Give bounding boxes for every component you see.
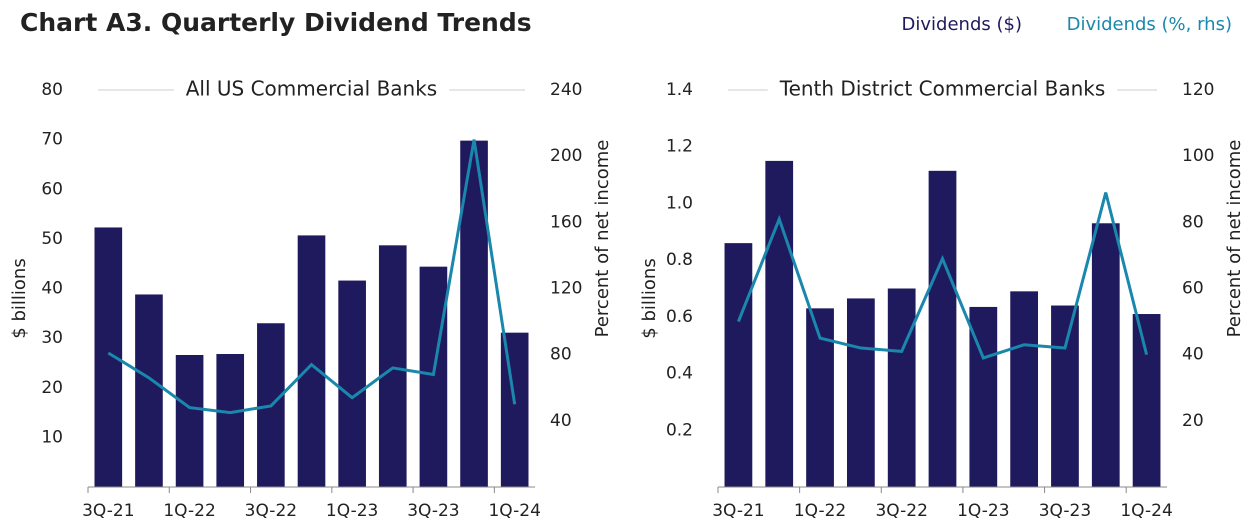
y2-tick-label: 40	[1182, 345, 1204, 365]
bar	[928, 170, 957, 487]
bar	[338, 280, 366, 487]
x-tick-label: 1Q-22	[794, 501, 846, 521]
bar	[1051, 305, 1079, 487]
x-tick-label: 3Q-21	[82, 501, 134, 521]
x-tick-label: 1Q-24	[1120, 501, 1172, 521]
y-tick-label: 0.2	[666, 420, 693, 440]
bar	[216, 354, 245, 487]
bar	[135, 294, 163, 487]
y-tick-label: 40	[41, 279, 63, 299]
y-axis-title: $ billions	[9, 258, 30, 338]
y2-axis-title: Percent of net income	[1224, 140, 1243, 338]
bar	[1091, 223, 1120, 487]
bar	[1132, 314, 1161, 487]
y2-axis-title: Percent of net income	[592, 140, 613, 338]
y-tick-label: 20	[41, 378, 63, 398]
y-axis-title: $ billions	[639, 258, 660, 338]
x-tick-label: 1Q-23	[326, 501, 378, 521]
y2-tick-label: 200	[550, 146, 582, 166]
x-tick-label: 3Q-21	[712, 501, 764, 521]
x-tick-label: 3Q-23	[407, 501, 459, 521]
y2-tick-label: 160	[550, 212, 582, 232]
bar	[297, 235, 326, 487]
x-tick-label: 3Q-22	[875, 501, 927, 521]
legend-entry: Dividends (%, rhs)	[1067, 14, 1232, 35]
x-tick-label: 1Q-23	[957, 501, 1009, 521]
y2-tick-label: 60	[1182, 279, 1204, 299]
y-tick-label: 1.2	[666, 137, 693, 157]
y2-tick-label: 80	[550, 345, 572, 365]
y2-tick-label: 40	[550, 411, 572, 431]
bar	[175, 354, 204, 487]
y-tick-label: 1.4	[666, 80, 693, 100]
page-title: Chart A3. Quarterly Dividend Trends	[20, 8, 532, 37]
x-tick-label: 3Q-23	[1039, 501, 1091, 521]
line	[107, 139, 517, 415]
x-tick-label: 1Q-24	[488, 501, 540, 521]
y-tick-label: 50	[41, 229, 63, 249]
y-tick-label: 60	[41, 179, 63, 199]
bar	[500, 332, 529, 487]
bar	[765, 160, 794, 487]
y-tick-label: 0.6	[666, 307, 693, 327]
bar	[846, 298, 875, 487]
chart-title: All US Commercial Banks	[186, 77, 437, 101]
y2-tick-label: 120	[1182, 80, 1214, 100]
legend-entry: Dividends ($)	[902, 14, 1022, 35]
y2-tick-label: 100	[1182, 146, 1214, 166]
y2-tick-label: 20	[1182, 411, 1204, 431]
x-tick-label: 1Q-22	[163, 501, 215, 521]
y2-tick-label: 80	[1182, 212, 1204, 232]
y-tick-label: 30	[41, 328, 63, 348]
x-tick-label: 3Q-22	[245, 501, 297, 521]
bar	[1010, 291, 1039, 487]
y-tick-label: 0.4	[666, 364, 693, 384]
bar	[724, 243, 753, 487]
chart-title: Tenth District Commercial Banks	[779, 77, 1106, 101]
y-tick-label: 1.0	[666, 193, 693, 213]
y2-tick-label: 240	[550, 80, 582, 100]
y-tick-label: 0.8	[666, 250, 693, 270]
bar	[887, 288, 916, 487]
bar	[378, 245, 407, 487]
y2-tick-label: 120	[550, 279, 582, 299]
line	[737, 192, 1149, 360]
bar	[419, 266, 448, 487]
y-tick-label: 10	[41, 427, 63, 447]
y-tick-label: 80	[41, 80, 63, 100]
y-tick-label: 70	[41, 130, 63, 150]
